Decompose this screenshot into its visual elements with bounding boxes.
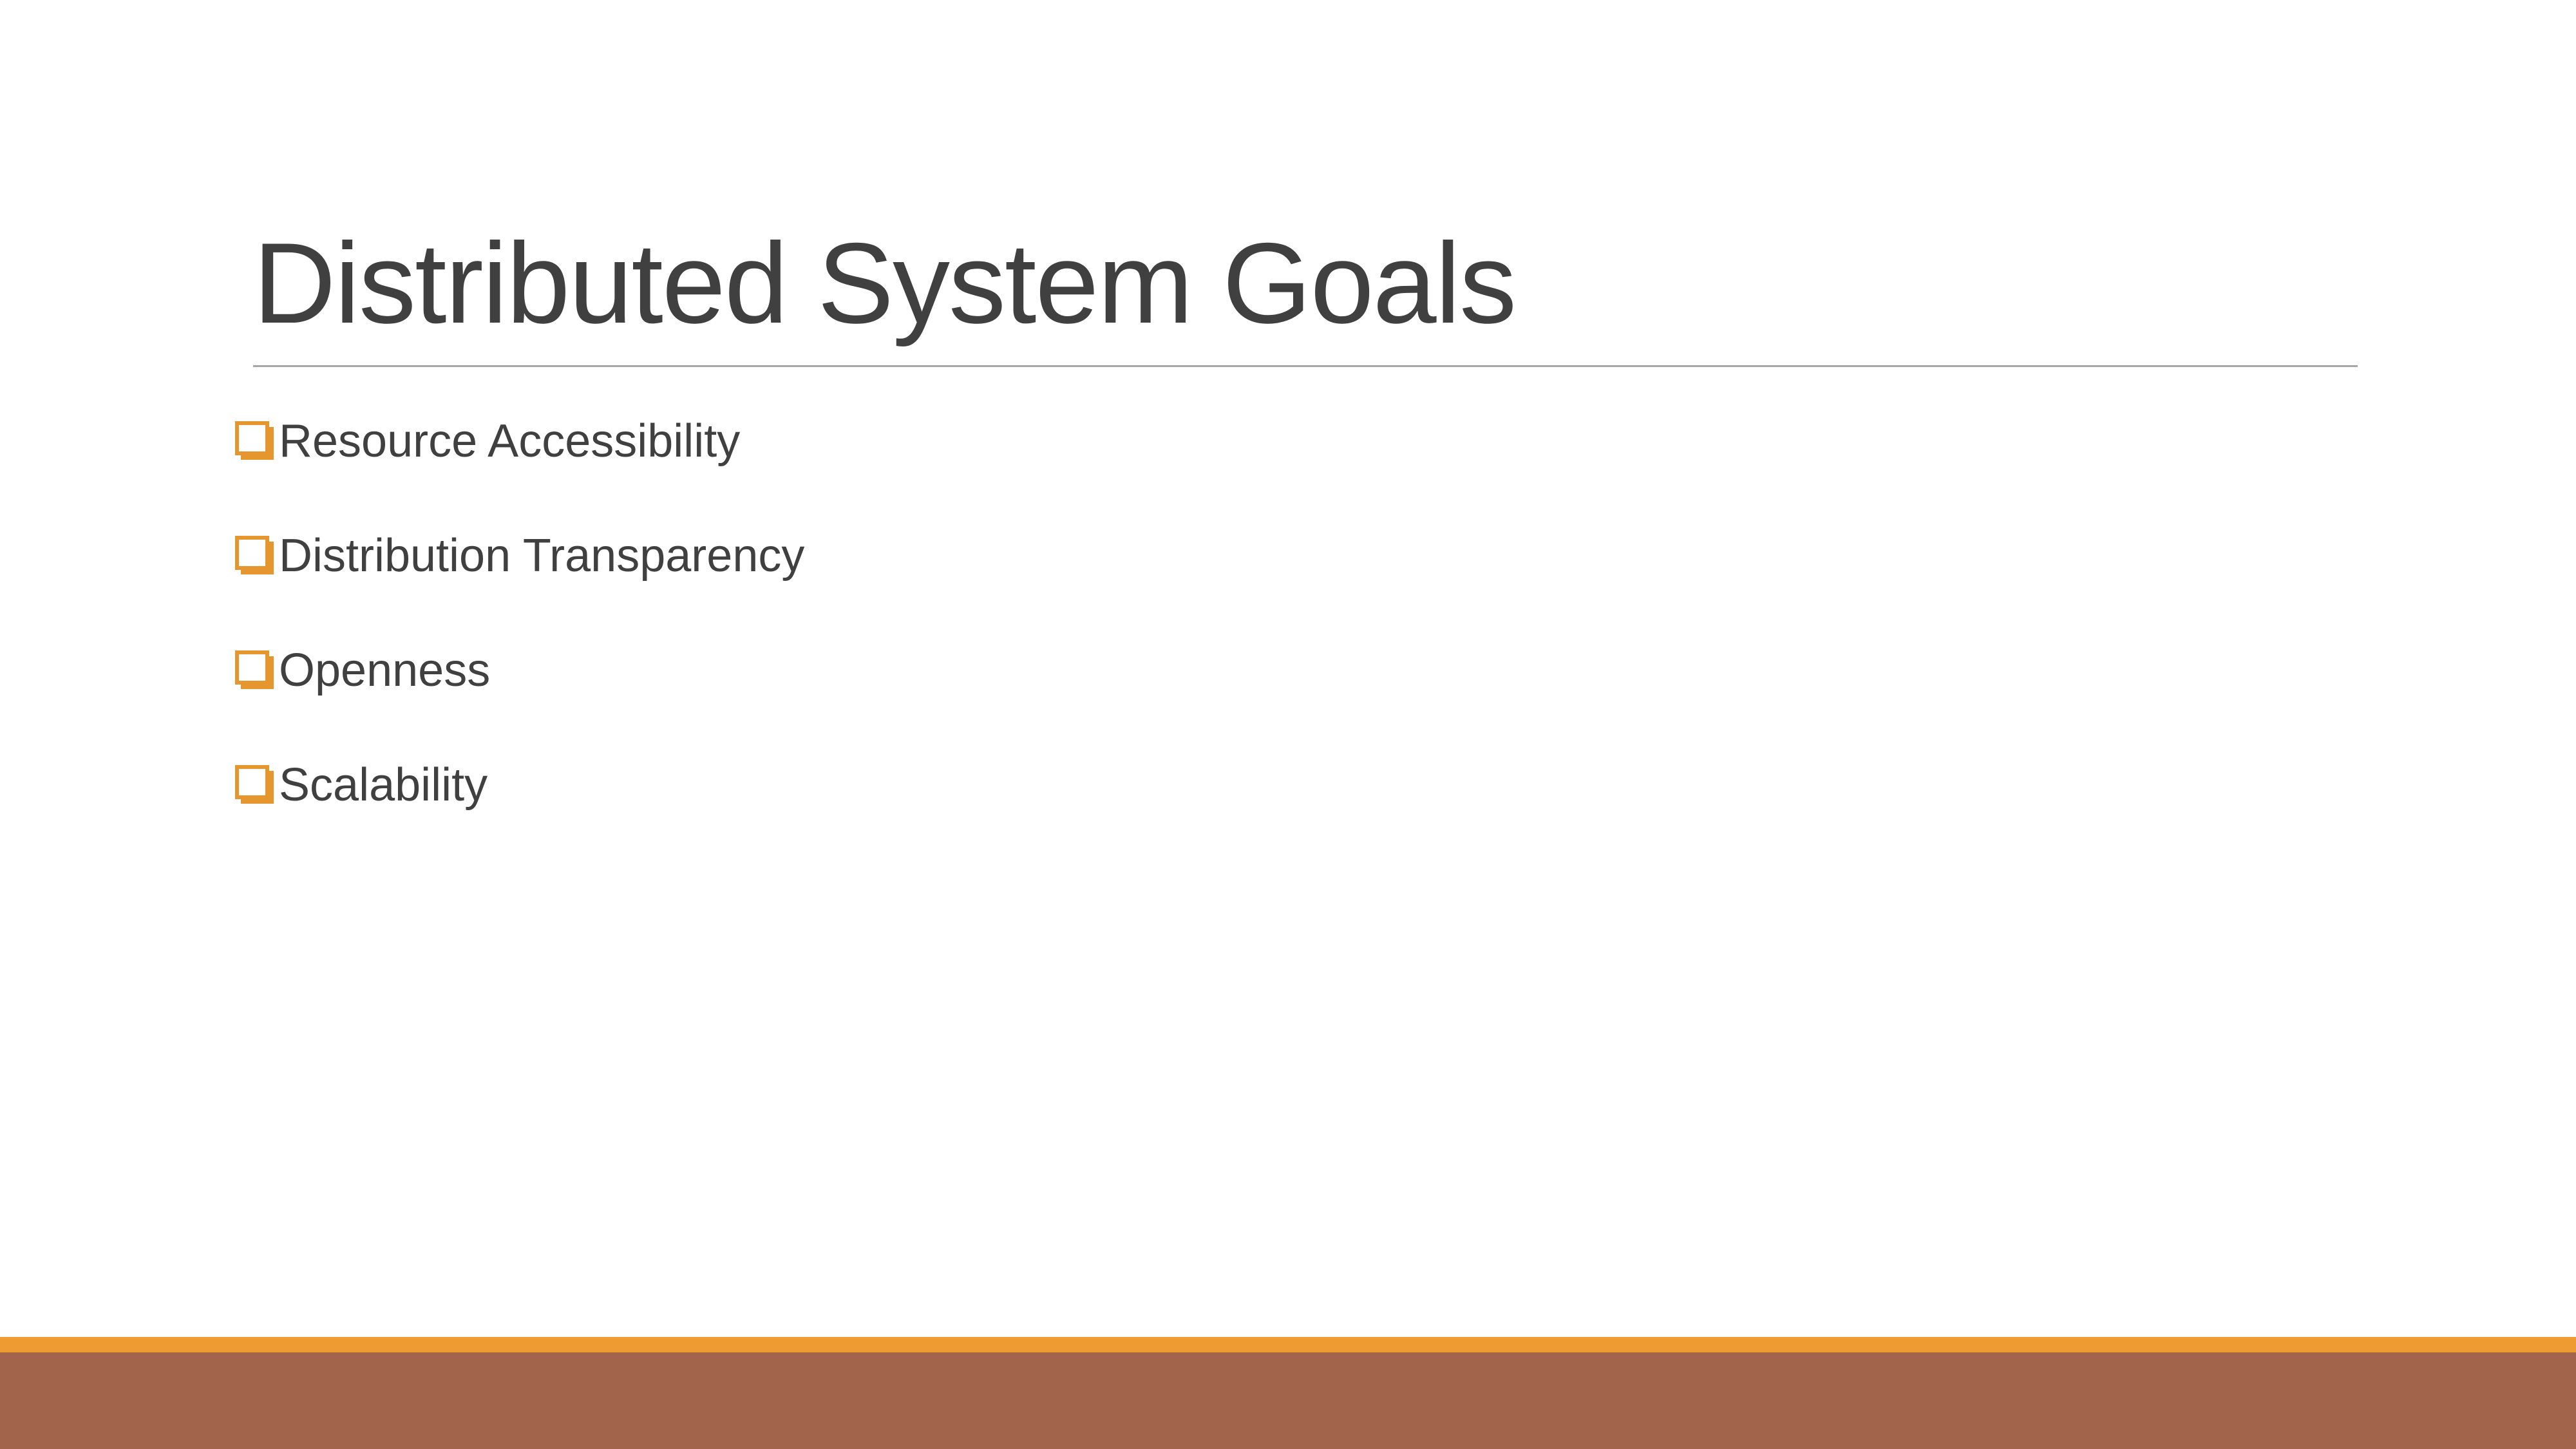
bullet-item-distribution-transparency: Distribution Transparency <box>235 520 804 591</box>
bullet-label: Openness <box>279 645 491 696</box>
slide-title: Distributed System Goals <box>253 219 1517 347</box>
footer-accent-stripe <box>0 1337 2576 1352</box>
bullet-item-resource-accessibility: Resource Accessibility <box>235 406 804 477</box>
checkbox-square-icon <box>235 765 275 805</box>
bullet-label: Distribution Transparency <box>279 530 805 582</box>
bullet-item-scalability: Scalability <box>235 750 804 820</box>
bullet-label: Resource Accessibility <box>279 415 741 467</box>
footer-band <box>0 1352 2576 1449</box>
checkbox-square-icon <box>235 650 275 690</box>
checkbox-square-icon <box>235 536 275 576</box>
title-underline <box>253 365 2358 367</box>
bullet-label: Scalability <box>279 759 488 811</box>
bullet-item-openness: Openness <box>235 635 804 706</box>
bullet-list: Resource Accessibility Distribution Tran… <box>235 406 804 864</box>
checkbox-square-icon <box>235 421 275 461</box>
